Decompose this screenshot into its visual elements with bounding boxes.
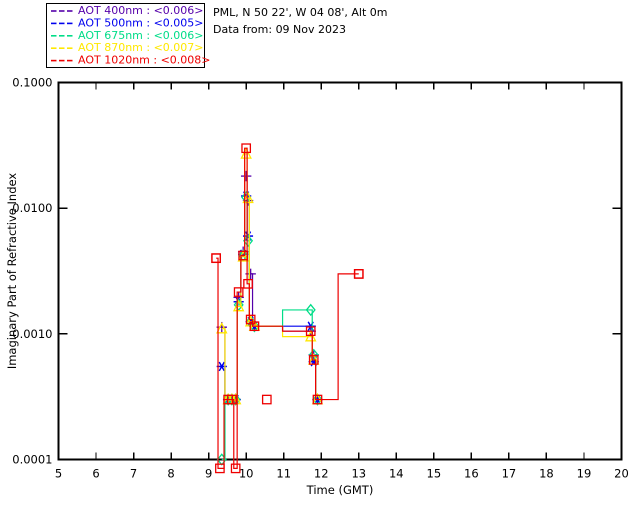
x-tick-label: 20 [614,467,629,481]
plot-frame [57,81,623,461]
data-point-marker [232,299,245,312]
data-point-marker [240,170,252,182]
data-point-marker [353,269,364,279]
data-point-marker [308,355,319,365]
data-point-marker [241,143,252,154]
x-tick-label: 7 [130,467,137,481]
legend-item-label: AOT 675nm : <0.006> [78,29,204,42]
data-point-marker [211,253,221,264]
x-tick-label: 19 [577,467,592,481]
y-tick-label: 0.0001 [12,453,52,467]
y-axis-label: Imaginary Part of Refractive Index [5,173,19,370]
data-point-marker [249,319,260,333]
x-tick-label: 17 [502,467,517,481]
x-tick-label: 12 [314,467,329,481]
data-point-marker [304,329,317,342]
data-series-group [211,143,364,474]
isolated-marker [261,394,272,405]
data-point-marker [305,303,316,317]
legend-item[interactable]: AOT 675nm : <0.006> [51,29,204,42]
chart-title-line-2: Data from: 09 Nov 2023 [213,23,346,36]
x-tick-label: 10 [239,467,254,481]
y-axis-ticks: 0.0001 0.0010 0.0100 0.1000 [12,76,622,467]
x-tick-label: 13 [351,467,366,481]
x-tick-label: 8 [167,467,174,481]
data-point-marker [216,321,228,334]
x-axis-ticks: 5 6 7 8 9 10 11 12 13 14 15 16 17 18 19 20 [55,82,629,481]
x-tick-label: 11 [276,467,291,481]
data-point-marker [238,250,249,261]
data-point-marker [216,361,227,372]
data-point-marker [312,393,323,406]
legend-item-label: AOT 1020nm : <0.008> [78,54,211,67]
x-tick-label: 9 [205,467,212,481]
chart-title-line-1: PML, N 50 22', W 04 08', Alt 0m [213,6,387,19]
data-point-marker [312,394,323,405]
data-point-marker [242,191,254,204]
data-point-marker [249,321,260,332]
legend-box [45,2,206,69]
chart-title-block: PML, N 50 22', W 04 08', Alt 0m Data fro… [213,6,387,36]
data-point-marker [243,278,253,289]
legend-item[interactable]: AOT 400nm : <0.006> [51,4,204,17]
x-tick-label: 6 [92,467,99,481]
legend-item[interactable]: AOT 1020nm : <0.008> [51,54,211,67]
isolated-marker [211,253,221,264]
y-tick-label: 0.0010 [12,327,52,341]
legend-item[interactable]: AOT 500nm : <0.005> [51,16,204,29]
data-point-marker [261,394,272,405]
data-point-marker [233,287,244,297]
data-point-marker [305,326,316,337]
data-series [211,143,364,474]
legend-item-label: AOT 400nm : <0.006> [78,4,204,17]
legend-item-label: AOT 500nm : <0.005> [78,16,204,29]
data-point-marker [215,463,225,474]
data-point-marker [230,463,241,474]
y-tick-label: 0.1000 [12,76,52,90]
x-tick-label: 14 [389,467,404,481]
x-tick-label: 5 [55,467,62,481]
y-tick-label: 0.0100 [12,201,52,215]
x-tick-label: 15 [427,467,442,481]
data-point-marker [227,394,237,405]
x-axis-label: Time (GMT) [306,483,374,497]
data-point-marker [240,147,252,159]
legend-item-label: AOT 870nm : <0.007> [78,41,204,54]
isolated-marker [353,269,364,279]
data-point-marker [226,393,237,406]
legend-item[interactable]: AOT 870nm : <0.007> [51,41,204,54]
plot-frame-rect [57,81,623,461]
x-tick-label: 18 [539,467,554,481]
series-line [216,147,359,469]
x-tick-label: 16 [464,467,479,481]
legend: AOT 400nm : <0.006>AOT 500nm : <0.005>AO… [45,2,211,69]
